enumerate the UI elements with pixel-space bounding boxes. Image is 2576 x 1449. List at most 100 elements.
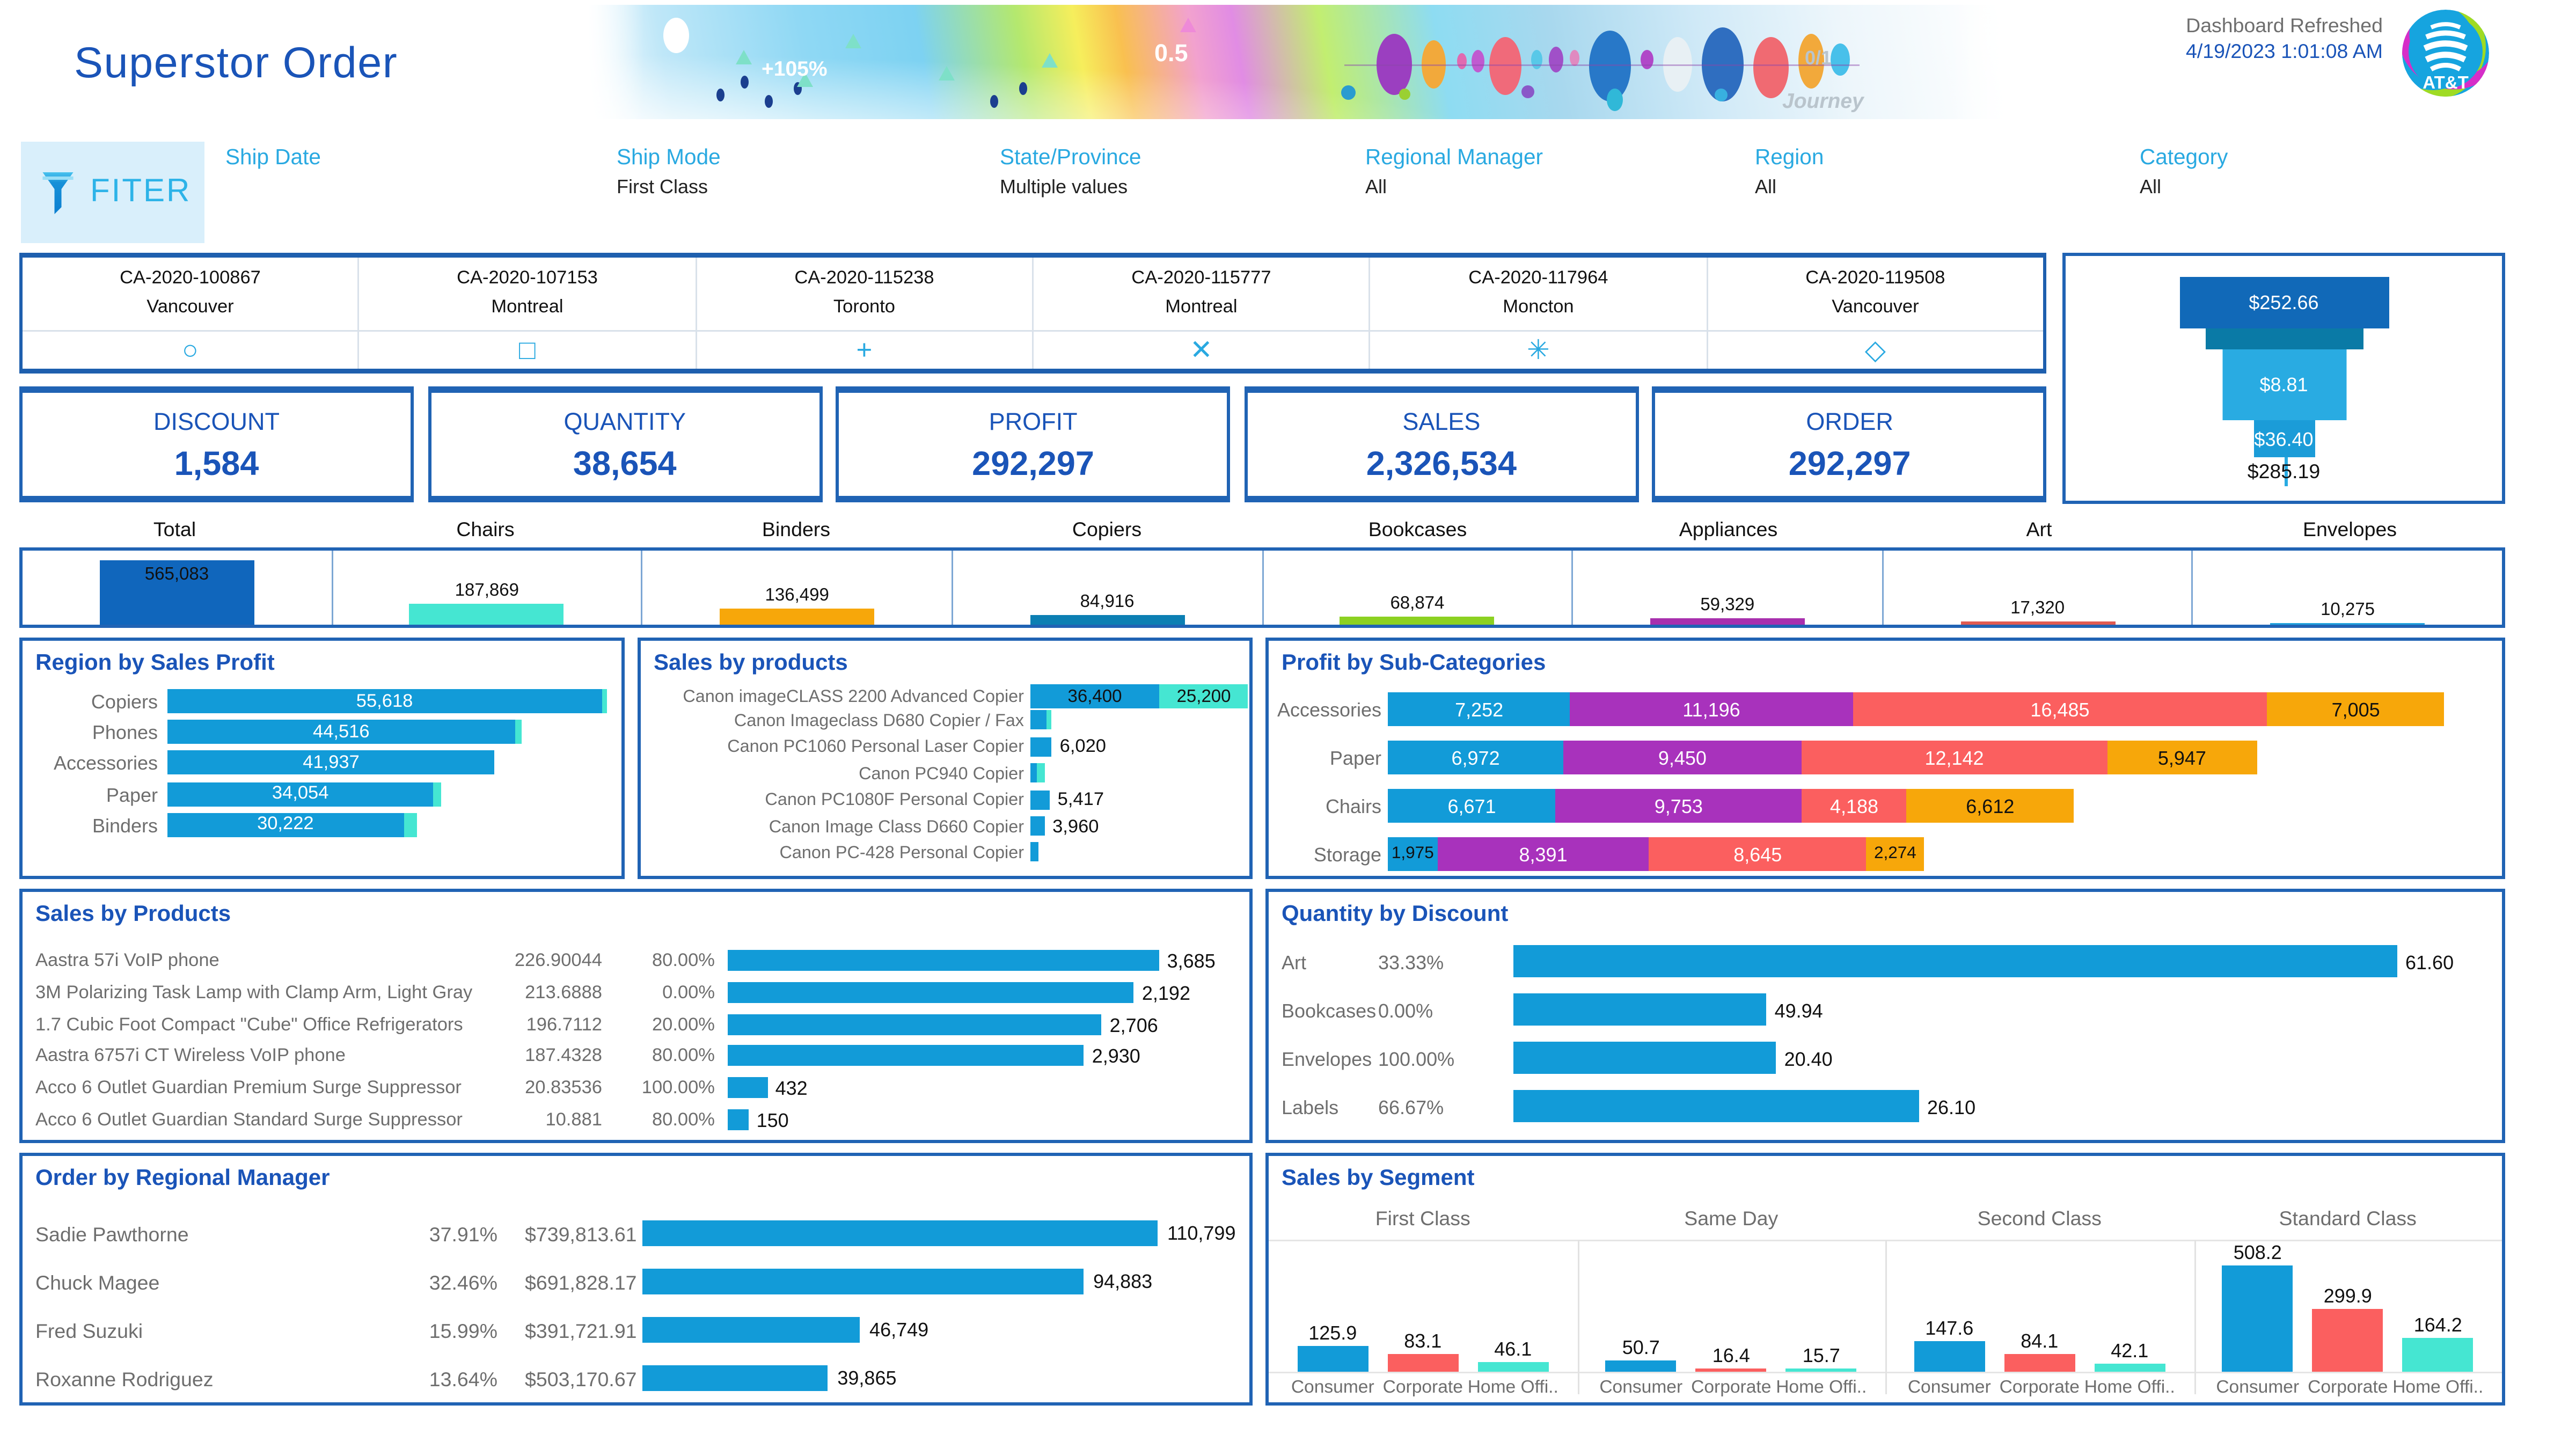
- order-cell-ca-2020-100867[interactable]: CA-2020-100867 Vancouver ○: [23, 258, 360, 369]
- funnel-segment-1[interactable]: $252.66: [2179, 277, 2389, 328]
- funnel-segment-4[interactable]: $36.40: [2253, 420, 2315, 457]
- bar-acco-6-outlet-guardian-standard-surge-suppressor[interactable]: [728, 1109, 749, 1130]
- bar-second-class-corporate[interactable]: [2004, 1354, 2075, 1372]
- bar-same-day-corporate[interactable]: [1695, 1368, 1767, 1372]
- funnel-segment-2[interactable]: [2205, 328, 2363, 349]
- bar-canon-imageclass-2200-advanced-copier[interactable]: [1030, 684, 1159, 708]
- filter-button[interactable]: FITER: [21, 142, 204, 243]
- kpi-card-sales[interactable]: SALES 2,326,534: [1244, 386, 1639, 502]
- filter-category[interactable]: Category All: [2140, 145, 2228, 198]
- order-cell-ca-2020-119508[interactable]: CA-2020-119508 Vancouver ◇: [1707, 258, 2043, 369]
- bar-canon-pc1060-personal-laser-copier[interactable]: [1030, 737, 1052, 757]
- stack-segment-accessories-2[interactable]: [1570, 692, 1853, 726]
- band-cell-envelopes[interactable]: 10,275: [2193, 551, 2502, 625]
- filter-regional-manager[interactable]: Regional Manager All: [1365, 145, 1543, 198]
- band-bar[interactable]: [1960, 621, 2115, 625]
- square-icon[interactable]: □: [519, 334, 536, 365]
- kpi-card-discount[interactable]: DISCOUNT 1,584: [19, 386, 414, 502]
- bar-labels[interactable]: [1513, 1090, 1919, 1122]
- bar-aastra-57i-voip-phone[interactable]: [728, 950, 1159, 971]
- stack-segment-accessories-3[interactable]: [1852, 692, 2268, 726]
- bar-second[interactable]: [1159, 684, 1249, 708]
- stack-segment-accessories-4[interactable]: [2267, 692, 2444, 726]
- filter-ship-date[interactable]: Ship Date: [225, 145, 321, 175]
- kpi-card-order[interactable]: ORDER 292,297: [1652, 386, 2047, 502]
- bar-envelopes[interactable]: [1513, 1042, 1776, 1074]
- bar-first-class-consumer[interactable]: [1297, 1345, 1368, 1372]
- band-bar[interactable]: [1340, 617, 1495, 625]
- bar-same-day-consumer[interactable]: [1605, 1361, 1677, 1372]
- bar-cap[interactable]: [403, 813, 417, 837]
- bar-standard-class-consumer[interactable]: [2222, 1265, 2293, 1372]
- stack-segment-paper-1[interactable]: [1388, 741, 1564, 774]
- bar-binders[interactable]: [167, 813, 404, 837]
- bar-same-day-home-offi[interactable]: [1785, 1368, 1857, 1372]
- band-cell-appliances[interactable]: 59,329: [1573, 551, 1884, 625]
- bar-standard-class-corporate[interactable]: [2312, 1309, 2383, 1372]
- bar-accessories[interactable]: [167, 751, 495, 775]
- bar-copiers[interactable]: [167, 689, 602, 713]
- band-cell-bookcases[interactable]: 68,874: [1263, 551, 1574, 625]
- bar-cap[interactable]: [515, 720, 522, 744]
- bar-second[interactable]: [1036, 763, 1045, 783]
- stack-segment-chairs-2[interactable]: [1556, 789, 1802, 823]
- stack-segment-chairs-1[interactable]: [1388, 789, 1556, 823]
- stack-segment-accessories-1[interactable]: [1388, 692, 1571, 726]
- stack-segment-storage-4[interactable]: [1867, 837, 1924, 871]
- stack-segment-chairs-4[interactable]: [1907, 789, 2074, 823]
- stack-segment-storage-3[interactable]: [1649, 837, 1867, 871]
- filter-state-province[interactable]: State/Province Multiple values: [1000, 145, 1141, 198]
- stack-segment-storage-1[interactable]: [1388, 837, 1438, 871]
- band-bar[interactable]: [99, 560, 254, 625]
- band-bar[interactable]: [1650, 617, 1805, 625]
- bar-second[interactable]: [1046, 711, 1051, 730]
- bar-cap[interactable]: [433, 781, 441, 806]
- circle-icon[interactable]: ○: [182, 334, 199, 365]
- bar-aastra-6757i-ct-wireless-voip-phone[interactable]: [728, 1045, 1084, 1067]
- bar-canon-image-class-d660-copier[interactable]: [1030, 816, 1045, 836]
- asterisk-icon[interactable]: ✳: [1527, 334, 1550, 365]
- bar-first-class-home-offi[interactable]: [1477, 1362, 1549, 1372]
- bar-sadie-pawthorne[interactable]: [642, 1220, 1158, 1246]
- diamond-icon[interactable]: ◇: [1864, 334, 1886, 365]
- stack-segment-paper-4[interactable]: [2107, 741, 2257, 774]
- bar-cap[interactable]: [602, 689, 608, 713]
- order-cell-ca-2020-115238[interactable]: CA-2020-115238 Toronto +: [696, 258, 1034, 369]
- bar-art[interactable]: [1513, 945, 2397, 977]
- stack-segment-storage-2[interactable]: [1437, 837, 1649, 871]
- kpi-card-quantity[interactable]: QUANTITY 38,654: [427, 386, 822, 502]
- stack-segment-paper-3[interactable]: [1801, 741, 2107, 774]
- band-cell-copiers[interactable]: 84,916: [953, 551, 1263, 625]
- band-bar[interactable]: [720, 609, 875, 625]
- stack-segment-paper-2[interactable]: [1563, 741, 1802, 774]
- bar-first-class-corporate[interactable]: [1387, 1354, 1459, 1372]
- bar-phones[interactable]: [167, 720, 515, 744]
- bar-paper[interactable]: [167, 781, 434, 806]
- bar-chuck-magee[interactable]: [642, 1269, 1084, 1294]
- order-cell-ca-2020-107153[interactable]: CA-2020-107153 Montreal □: [359, 258, 697, 369]
- band-bar[interactable]: [1030, 615, 1185, 625]
- bar-second-class-consumer[interactable]: [1914, 1341, 1985, 1372]
- bar-acco-6-outlet-guardian-premium-surge-suppressor[interactable]: [728, 1077, 767, 1099]
- band-cell-art[interactable]: 17,320: [1883, 551, 2194, 625]
- order-cell-ca-2020-115777[interactable]: CA-2020-115777 Montreal ✕: [1033, 258, 1371, 369]
- band-cell-total[interactable]: 565,083: [23, 551, 333, 625]
- band-cell-binders[interactable]: 136,499: [643, 551, 953, 625]
- stack-segment-chairs-3[interactable]: [1801, 789, 1907, 823]
- bar-roxanne-rodriguez[interactable]: [642, 1365, 828, 1391]
- bar-fred-suzuki[interactable]: [642, 1317, 860, 1343]
- bar-canon-pc940-copier[interactable]: [1030, 763, 1037, 783]
- filter-region[interactable]: Region All: [1755, 145, 1824, 198]
- band-bar[interactable]: [409, 603, 565, 625]
- funnel-segment-3[interactable]: $8.81: [2222, 349, 2346, 420]
- filter-ship-mode[interactable]: Ship Mode First Class: [617, 145, 721, 198]
- order-cell-ca-2020-117964[interactable]: CA-2020-117964 Moncton ✳: [1370, 258, 1708, 369]
- bar-3m-polarizing-task-lamp-with-clamp-arm-light-gray[interactable]: [728, 982, 1134, 1003]
- bar-1-7-cubic-foot-compact-cube-office-refrigerators[interactable]: [728, 1013, 1102, 1035]
- bar-canon-pc-428-personal-copier[interactable]: [1030, 843, 1039, 862]
- bar-standard-class-home-offi[interactable]: [2402, 1337, 2473, 1372]
- bar-bookcases[interactable]: [1513, 993, 1767, 1026]
- plus-icon[interactable]: +: [856, 334, 873, 365]
- x-icon[interactable]: ✕: [1190, 334, 1213, 365]
- band-cell-chairs[interactable]: 187,869: [333, 551, 643, 625]
